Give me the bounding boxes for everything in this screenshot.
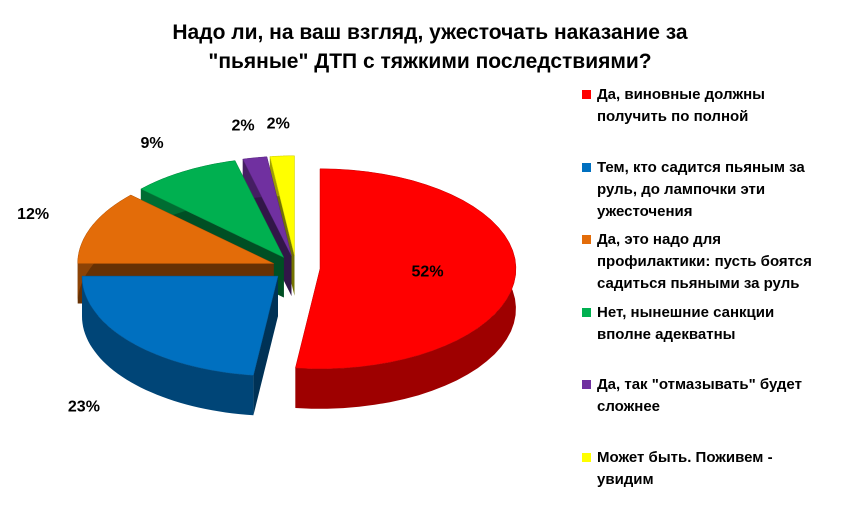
legend-item: Нет, нынешние санкции вполне адекватны (582, 302, 832, 346)
legend-item: Да, это надо для профилактики: пусть боя… (582, 229, 832, 295)
legend-label: Да, это надо для профилактики: пусть боя… (597, 231, 812, 292)
data-label: 23% (68, 399, 100, 416)
legend-label: Нет, нынешние санкции вполне адекватны (597, 303, 775, 343)
data-label: 9% (141, 135, 164, 152)
legend-swatch (582, 452, 591, 462)
slice (81, 275, 279, 376)
legend-swatch (582, 307, 591, 317)
legend-item: Может быть. Поживем - увидим (582, 447, 832, 491)
slice (140, 160, 285, 259)
slice (295, 168, 517, 369)
legend-swatch (582, 90, 591, 99)
data-label: 12% (17, 206, 49, 223)
chart-title: Надо ли, на ваш взгляд, ужесточать наказ… (172, 21, 688, 73)
legend-item: Да, виновные должны получить по полной (582, 84, 832, 128)
legend-item: Тем, кто садится пьяным за руль, до ламп… (582, 157, 832, 223)
legend-label: Да, виновные должны получить по полной (597, 86, 765, 125)
data-label: 52% (412, 263, 444, 280)
legend-item: Да, так "отмазывать" будет сложнее (582, 374, 832, 418)
slice-wall (82, 276, 254, 416)
slice (77, 194, 274, 264)
data-label: 2% (267, 115, 290, 132)
legend-label: Да, так "отмазывать" будет сложнее (597, 376, 802, 415)
data-label: 2% (231, 118, 254, 135)
legend-label: Может быть. Поживем - увидим (597, 448, 773, 488)
legend-swatch (582, 235, 591, 244)
slice (269, 155, 295, 256)
slice (242, 156, 292, 257)
legend-swatch (582, 380, 591, 389)
legend-swatch (582, 162, 591, 172)
legend-label: Тем, кто садится пьяным за руль, до ламп… (597, 158, 805, 220)
